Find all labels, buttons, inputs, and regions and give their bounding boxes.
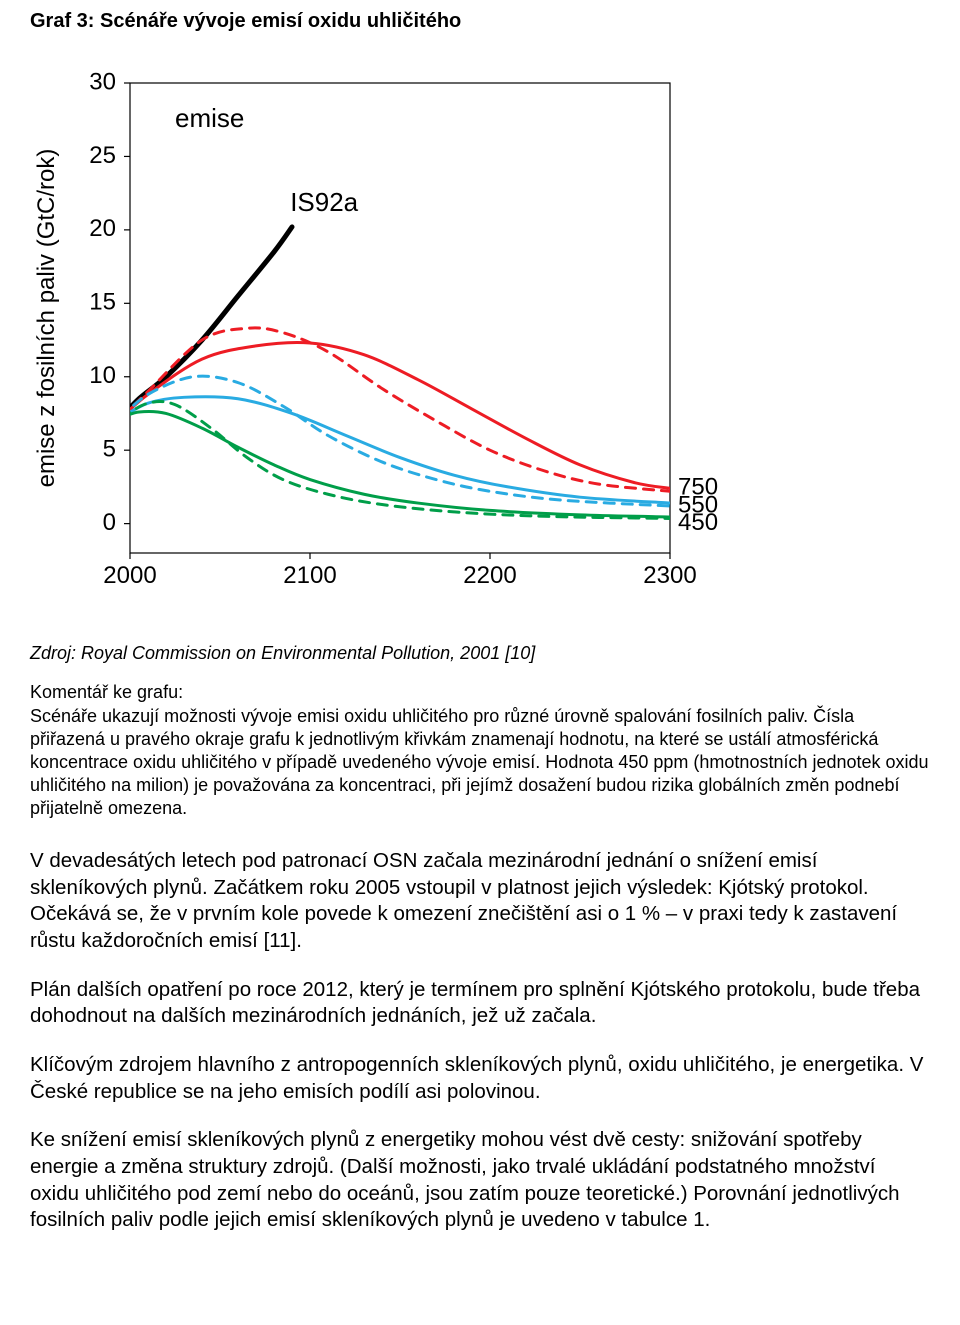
- svg-text:2300: 2300: [643, 562, 696, 589]
- paragraph-1: V devadesátých letech pod patronací OSN …: [30, 848, 930, 955]
- paragraph-4: Ke snížení emisí skleníkových plynů z en…: [30, 1127, 930, 1234]
- svg-text:25: 25: [89, 142, 116, 169]
- series-IS92a: [121, 227, 292, 418]
- svg-text:0: 0: [103, 509, 116, 536]
- series-550-solid: [121, 397, 670, 503]
- figure-title: Graf 3: Scénáře vývoje emisí oxidu uhlič…: [30, 10, 930, 33]
- svg-text:5: 5: [103, 436, 116, 463]
- source-caption: Zdroj: Royal Commission on Environmental…: [30, 643, 930, 664]
- chart-svg: 0 5 10 15 20 25 30 2000 2100 2200 2300 emise z fosi…: [30, 53, 750, 613]
- svg-text:15: 15: [89, 289, 116, 316]
- document-page: Graf 3: Scénáře vývoje emisí oxidu uhlič…: [0, 0, 960, 1296]
- emissions-chart: 0 5 10 15 20 25 30 2000 2100 2200 2300 emise z fosi…: [30, 53, 750, 613]
- svg-text:10: 10: [89, 362, 116, 389]
- paragraph-2: Plán dalších opatření po roce 2012, kter…: [30, 977, 930, 1030]
- comment-heading: Komentář ke grafu:: [30, 682, 930, 703]
- svg-text:20: 20: [89, 215, 116, 242]
- svg-text:30: 30: [89, 68, 116, 95]
- comment-body: Scénáře ukazují možnosti vývoje emisi ox…: [30, 705, 930, 820]
- svg-text:2100: 2100: [283, 562, 336, 589]
- svg-text:emise z fosilních paliv (GtC/r: emise z fosilních paliv (GtC/rok): [33, 149, 60, 488]
- svg-text:2200: 2200: [463, 562, 516, 589]
- chart-label: IS92a: [290, 187, 358, 217]
- chart-label: emise: [175, 103, 244, 133]
- svg-text:2000: 2000: [103, 562, 156, 589]
- paragraph-3: Klíčovým zdrojem hlavního z antropogenní…: [30, 1052, 930, 1105]
- right-label: 450: [678, 509, 718, 536]
